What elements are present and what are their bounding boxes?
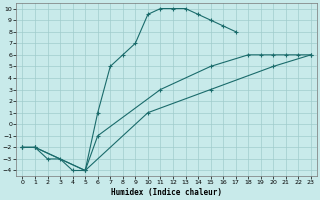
X-axis label: Humidex (Indice chaleur): Humidex (Indice chaleur) [111,188,222,197]
